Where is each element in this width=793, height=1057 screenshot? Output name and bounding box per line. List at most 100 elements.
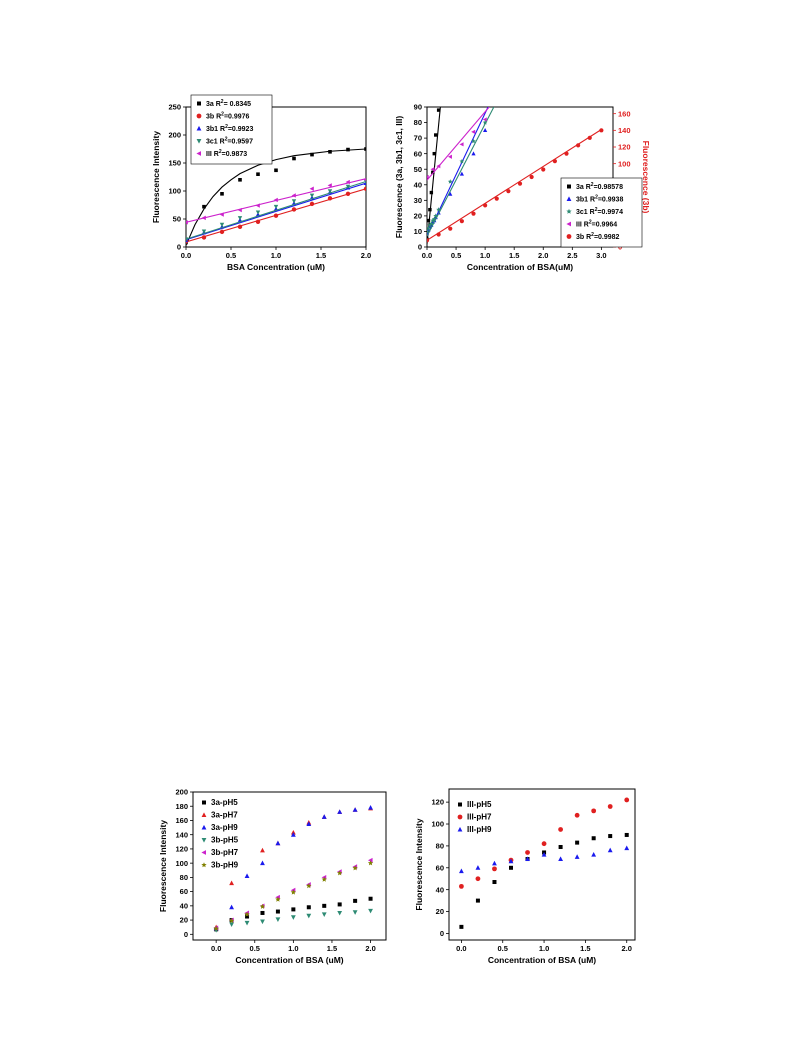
y-tick-label: 40 [180, 901, 188, 910]
data-point-III-pH7 [459, 883, 464, 889]
data-point-3c1 [273, 204, 279, 210]
data-point-III [427, 174, 429, 180]
y-axis-label: Fluorescence Intensity [151, 131, 161, 223]
data-point-III-pH9 [475, 865, 481, 870]
data-point-3a-pH5 [353, 898, 358, 903]
x-axis-label: Concentration of BSA (uM) [488, 955, 596, 965]
data-point-3a-pH9 [290, 832, 296, 837]
data-point-3a [436, 108, 441, 112]
data-layer [213, 805, 374, 933]
data-point-3c1 [201, 229, 207, 234]
y-tick-label: 50 [173, 215, 181, 224]
x-axis-label: Concentration of BSA (uM) [235, 955, 343, 965]
data-point-3b-pH5 [290, 915, 296, 920]
data-point-3a-pH5 [368, 896, 373, 901]
data-point-3b-pH7 [367, 857, 373, 863]
fit-line-3c1 [427, 107, 495, 237]
x-tick-label: 1.0 [539, 944, 549, 953]
x-tick-label: 1.0 [480, 251, 490, 260]
data-point-3a-pH9 [321, 814, 327, 819]
y-axis-label: Fluorescence (3a, 3b1, 3c1, III) [394, 116, 404, 239]
legend-label-3b: 3b R2=0.9976 [206, 112, 250, 121]
data-point-III-pH5 [509, 865, 513, 870]
data-point-III-pH9 [624, 845, 630, 851]
legend-label-3b: 3b R2=0.9982 [576, 232, 620, 241]
data-point-3b1 [483, 128, 488, 133]
data-point-III [237, 207, 242, 213]
legend-label-3b1: 3b1 R2=0.9938 [576, 195, 623, 204]
data-point-3a [202, 204, 206, 209]
data-point-3b [599, 128, 604, 133]
y-tick-label: 150 [168, 159, 181, 168]
data-point-3b1 [459, 171, 464, 176]
x-tick-label: 0.5 [498, 944, 508, 953]
data-point-3c1 [427, 222, 433, 228]
data-point-3a-pH9 [275, 840, 281, 846]
legend-marker-3a-pH5 [202, 800, 206, 805]
data-point-III [430, 167, 435, 172]
y-tick-label: 40 [414, 180, 422, 189]
y-tick-label: 200 [175, 788, 188, 797]
data-point-3c1 [436, 207, 441, 212]
data-point-3a-pH9 [306, 821, 312, 827]
data-point-3c1 [433, 213, 439, 218]
data-point-3b [483, 203, 488, 208]
plot-frame [448, 788, 636, 941]
legend-label-3b-pH5: 3b-pH5 [211, 836, 239, 845]
x-tick-label: 1.5 [327, 944, 337, 953]
data-point-III-pH9 [607, 847, 613, 853]
plot-frame [192, 791, 387, 941]
data-point-III-pH9 [574, 854, 580, 859]
legend-marker-3a-pH7 [201, 812, 207, 817]
data-point-III-pH9 [525, 856, 530, 862]
data-layer [427, 107, 604, 244]
data-point-III-pH5 [475, 898, 480, 903]
data-point-3a [292, 156, 296, 161]
y-tick-label: 140 [175, 830, 188, 839]
data-point-III [482, 117, 487, 122]
y-tick-label: 30 [414, 196, 422, 205]
data-point-3c1 [482, 120, 488, 125]
legend-label-III-pH5: III-pH5 [467, 800, 492, 809]
data-point-3c1 [427, 225, 431, 231]
y-right-tick-label: 160 [618, 109, 631, 118]
data-point-3b-pH9 [244, 911, 250, 917]
x-tick-label: 1.5 [509, 251, 519, 260]
y-tick-label: 60 [180, 887, 188, 896]
data-point-3b [459, 219, 464, 224]
legend-label-III: III R2=0.9873 [206, 149, 247, 158]
data-point-III [447, 154, 452, 159]
data-point-3b-pH9 [352, 865, 358, 871]
legend-label-3c1: 3c1 R2=0.9597 [206, 137, 253, 146]
data-point-3b [201, 235, 207, 240]
data-point-3b [345, 191, 351, 196]
data-point-3c1 [186, 237, 189, 242]
data-point-3a [434, 133, 438, 137]
data-point-3b-pH5 [260, 919, 265, 925]
legend-marker-3a [567, 184, 571, 189]
x-tick-label: 0.0 [456, 944, 466, 953]
data-point-III-pH7 [574, 812, 580, 818]
data-point-III-pH9 [508, 858, 514, 864]
data-point-3a [364, 147, 366, 151]
data-point-3a-pH7 [260, 847, 265, 853]
data-point-3a-pH9 [244, 873, 250, 878]
data-point-III-pH5 [492, 880, 497, 885]
x-tick-label: 1.0 [271, 251, 281, 260]
data-point-3b [327, 196, 333, 201]
data-point-3a [310, 152, 314, 157]
data-point-3b [291, 207, 297, 212]
y-tick-label: 80 [180, 873, 188, 882]
data-point-3b-pH5 [275, 917, 281, 922]
data-point-3a [346, 147, 350, 152]
data-point-3a [429, 190, 434, 195]
data-point-3b [576, 143, 581, 148]
fit-line-3b1 [186, 182, 366, 241]
x-tick-label: 0.0 [422, 251, 432, 260]
data-point-III [459, 142, 464, 147]
legend-marker-3c1 [196, 139, 202, 144]
data-point-III-pH9 [591, 852, 597, 857]
legend-label-3b-pH9: 3b-pH9 [211, 861, 239, 870]
data-point-3a-pH9 [337, 809, 343, 814]
legend-marker-3b-pH5 [201, 838, 207, 843]
